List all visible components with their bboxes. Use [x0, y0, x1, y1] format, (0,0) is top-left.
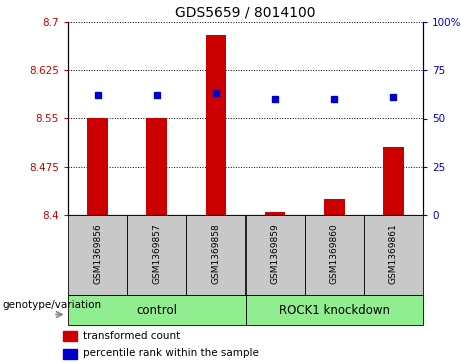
- Text: control: control: [136, 303, 177, 317]
- Title: GDS5659 / 8014100: GDS5659 / 8014100: [175, 5, 316, 20]
- Bar: [87, 118, 108, 215]
- Text: GSM1369859: GSM1369859: [271, 223, 279, 284]
- Text: percentile rank within the sample: percentile rank within the sample: [83, 348, 259, 359]
- Bar: [364, 215, 423, 295]
- Bar: [246, 295, 423, 325]
- Text: GSM1369860: GSM1369860: [330, 223, 339, 284]
- Text: GSM1369861: GSM1369861: [389, 223, 398, 284]
- Bar: [324, 199, 345, 215]
- Text: transformed count: transformed count: [83, 331, 180, 340]
- Bar: [206, 35, 226, 215]
- Text: ROCK1 knockdown: ROCK1 knockdown: [279, 303, 390, 317]
- Bar: [265, 212, 285, 215]
- Bar: [63, 331, 77, 341]
- Bar: [305, 215, 364, 295]
- Text: GSM1369858: GSM1369858: [212, 223, 220, 284]
- Bar: [186, 215, 246, 295]
- Bar: [127, 215, 186, 295]
- Text: genotype/variation: genotype/variation: [2, 301, 101, 310]
- Text: GSM1369856: GSM1369856: [93, 223, 102, 284]
- Bar: [68, 215, 127, 295]
- Bar: [383, 147, 404, 215]
- Bar: [63, 348, 77, 359]
- Bar: [147, 118, 167, 215]
- Text: GSM1369857: GSM1369857: [152, 223, 161, 284]
- Bar: [246, 215, 305, 295]
- Bar: [68, 295, 246, 325]
